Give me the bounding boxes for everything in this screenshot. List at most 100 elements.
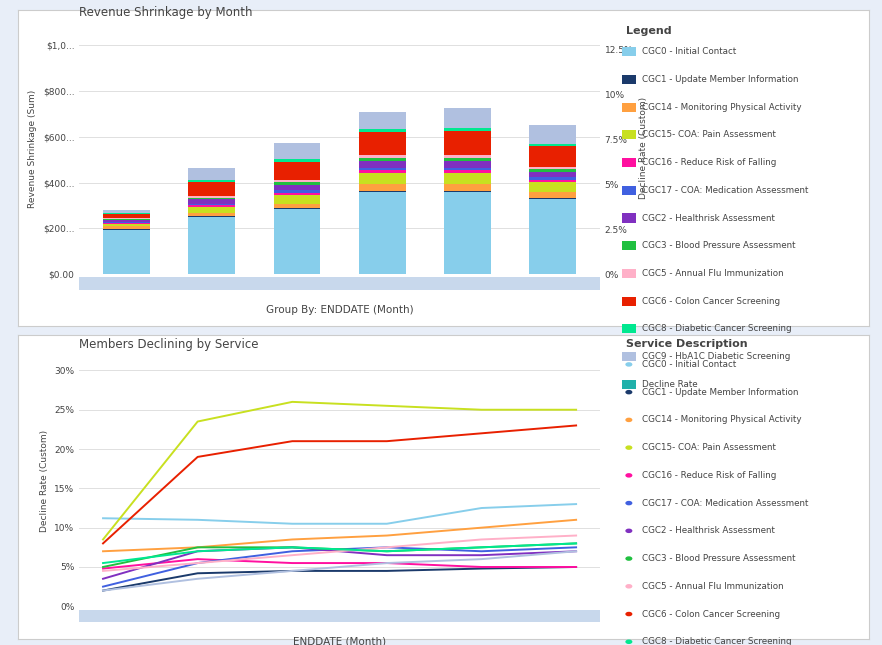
Bar [359, 170, 406, 174]
Bar [188, 199, 235, 204]
Bar [359, 112, 406, 129]
Bar [529, 197, 576, 199]
X-axis label: ENDDATE (Month): ENDDATE (Month) [293, 637, 386, 645]
Bar [273, 192, 320, 195]
Y-axis label: Decline Rate (Custom): Decline Rate (Custom) [639, 97, 647, 199]
X-axis label: Group By: ENDDATE (Month): Group By: ENDDATE (Month) [265, 304, 414, 315]
Bar [188, 217, 235, 274]
Text: CGC8 - Diabetic Cancer Screening: CGC8 - Diabetic Cancer Screening [642, 324, 792, 333]
Bar [359, 191, 406, 192]
Bar [273, 159, 320, 162]
Text: Decline Rate: Decline Rate [642, 380, 698, 389]
Text: CGC3 - Blood Pressure Assessment: CGC3 - Blood Pressure Assessment [642, 241, 796, 250]
Bar [359, 161, 406, 168]
Bar [444, 161, 491, 168]
Text: CGC15- COA: Pain Assessment: CGC15- COA: Pain Assessment [642, 130, 776, 139]
Bar [188, 213, 235, 216]
Bar [359, 129, 406, 132]
Text: CGC9 - HbA1C Diabetic Screening: CGC9 - HbA1C Diabetic Screening [642, 352, 790, 361]
Bar [444, 155, 491, 158]
Bar [444, 191, 491, 192]
Bar [273, 209, 320, 274]
Bar [529, 146, 576, 166]
Text: CGC8 - Diabetic Cancer Screening: CGC8 - Diabetic Cancer Screening [642, 637, 792, 645]
Bar [188, 180, 235, 182]
Bar [273, 204, 320, 208]
Text: Members Declining by Service: Members Declining by Service [79, 338, 259, 351]
Bar [103, 219, 150, 220]
Y-axis label: Decline Rate (Custom): Decline Rate (Custom) [40, 430, 49, 531]
Bar [529, 199, 576, 274]
Bar [188, 216, 235, 217]
Text: CGC6 - Colon Cancer Screening: CGC6 - Colon Cancer Screening [642, 610, 781, 619]
Bar [529, 125, 576, 144]
Bar [529, 180, 576, 183]
Text: CGC1 - Update Member Information: CGC1 - Update Member Information [642, 388, 798, 397]
Bar [529, 166, 576, 169]
Text: Revenue Shrinkage by Month: Revenue Shrinkage by Month [79, 6, 253, 19]
Bar [188, 207, 235, 213]
Bar [444, 128, 491, 131]
Bar [103, 220, 150, 222]
Bar [188, 205, 235, 207]
Bar [188, 204, 235, 205]
Bar [444, 170, 491, 174]
Bar [273, 162, 320, 180]
Text: CGC16 - Reduce Risk of Falling: CGC16 - Reduce Risk of Falling [642, 158, 776, 167]
Text: CGC14 - Monitoring Physical Activity: CGC14 - Monitoring Physical Activity [642, 103, 802, 112]
Bar [273, 183, 320, 184]
Text: CGC0 - Initial Contact: CGC0 - Initial Contact [642, 360, 736, 369]
Bar [529, 144, 576, 146]
Bar [273, 184, 320, 190]
Bar [103, 229, 150, 230]
Bar [359, 132, 406, 155]
Bar [359, 155, 406, 158]
Text: CGC16 - Reduce Risk of Falling: CGC16 - Reduce Risk of Falling [642, 471, 776, 480]
Text: CGC3 - Blood Pressure Assessment: CGC3 - Blood Pressure Assessment [642, 554, 796, 563]
Bar [529, 177, 576, 180]
Bar [444, 192, 491, 274]
Text: CGC6 - Colon Cancer Screening: CGC6 - Colon Cancer Screening [642, 297, 781, 306]
Bar [444, 158, 491, 161]
Bar [188, 197, 235, 199]
Bar [359, 192, 406, 274]
Bar [273, 143, 320, 159]
Bar [444, 184, 491, 191]
Text: CGC14 - Monitoring Physical Activity: CGC14 - Monitoring Physical Activity [642, 415, 802, 424]
Bar [444, 168, 491, 170]
Text: CGC17 - COA: Medication Assessment: CGC17 - COA: Medication Assessment [642, 186, 809, 195]
Bar [188, 168, 235, 180]
Text: CGC2 - Healthrisk Assessment: CGC2 - Healthrisk Assessment [642, 526, 775, 535]
Bar [444, 131, 491, 155]
Text: CGC15- COA: Pain Assessment: CGC15- COA: Pain Assessment [642, 443, 776, 452]
Bar [103, 213, 150, 214]
Bar [529, 183, 576, 192]
Bar [359, 168, 406, 170]
Bar [359, 184, 406, 191]
Bar [359, 158, 406, 161]
Bar [103, 226, 150, 229]
Bar [273, 190, 320, 192]
Text: CGC5 - Annual Flu Immunization: CGC5 - Annual Flu Immunization [642, 269, 784, 278]
Bar [273, 208, 320, 209]
Text: Legend: Legend [626, 26, 672, 36]
Bar [103, 224, 150, 226]
Bar [529, 172, 576, 177]
Bar [103, 223, 150, 224]
Text: CGC0 - Initial Contact: CGC0 - Initial Contact [642, 47, 736, 56]
Text: CGC5 - Annual Flu Immunization: CGC5 - Annual Flu Immunization [642, 582, 784, 591]
Bar [103, 214, 150, 217]
Bar [529, 169, 576, 172]
Text: CGC1 - Update Member Information: CGC1 - Update Member Information [642, 75, 798, 84]
Text: CGC17 - COA: Medication Assessment: CGC17 - COA: Medication Assessment [642, 499, 809, 508]
Bar [273, 180, 320, 183]
Bar [103, 217, 150, 219]
Bar [444, 174, 491, 184]
Bar [188, 182, 235, 195]
Bar [444, 108, 491, 128]
Bar [273, 195, 320, 204]
Y-axis label: Revenue Shrinkage (Sum): Revenue Shrinkage (Sum) [28, 89, 37, 208]
Bar [103, 222, 150, 223]
Text: Service Description: Service Description [626, 339, 748, 349]
Bar [529, 192, 576, 197]
